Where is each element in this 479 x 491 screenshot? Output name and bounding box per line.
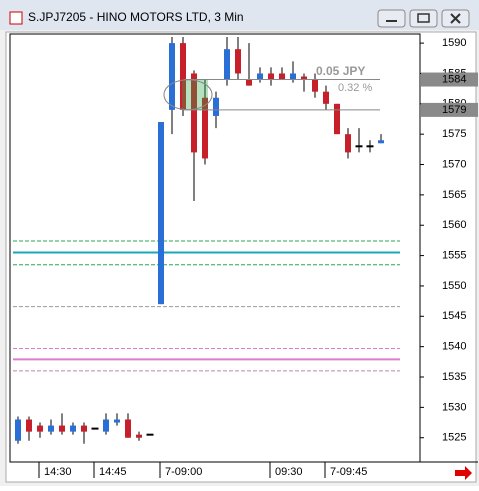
y-tick-label: 1565 (442, 189, 466, 201)
candle-body (290, 73, 296, 80)
price-marker-label: 1584 (442, 73, 466, 85)
y-tick-label: 1525 (442, 432, 466, 444)
measure-label: 0.05 JPY (316, 64, 365, 78)
y-tick-label: 1575 (442, 128, 466, 140)
window-buttons[interactable] (377, 9, 470, 28)
y-tick-label: 1560 (442, 219, 466, 231)
x-tick-label: 14:30 (44, 466, 72, 478)
y-tick-label: 1550 (442, 280, 466, 292)
candle-body (91, 427, 99, 430)
candle-body (323, 91, 329, 104)
candle-body (202, 97, 208, 159)
window-title: S.JPJ7205 - HINO MOTORS LTD, 3 Min (28, 10, 244, 24)
maximize-button[interactable] (409, 9, 438, 28)
y-tick-label: 1535 (442, 371, 466, 383)
candle-body (213, 97, 219, 116)
y-tick-label: 1590 (442, 37, 466, 49)
candle-body (246, 79, 252, 86)
y-tick-label: 1555 (442, 249, 466, 261)
candle-body (70, 425, 76, 432)
y-tick-label: 1540 (442, 341, 466, 353)
plot: 1525 1530 1535 1540 1545 1550 1555 1560 1565 1570… (13, 37, 478, 478)
candle-body (366, 145, 374, 148)
scroll-arrow[interactable] (455, 466, 472, 480)
candle-body (48, 425, 54, 432)
candle-body (26, 419, 32, 432)
candle-body (355, 145, 363, 148)
candle-body (15, 419, 21, 441)
x-tick-label: 14:45 (99, 466, 127, 478)
candle-body (169, 43, 175, 110)
candle-body (334, 103, 340, 135)
measure-label: 0.32 % (338, 82, 372, 94)
candle-body (146, 433, 154, 436)
y-tick-label: 1545 (442, 310, 466, 322)
y-tick-label: 1530 (442, 401, 466, 413)
candle-body (125, 419, 131, 438)
x-tick-label: 09:30 (275, 466, 303, 478)
candle-body (59, 425, 65, 432)
minimize-button[interactable] (377, 9, 406, 28)
price-marker-box (421, 102, 478, 117)
candle-body (81, 425, 87, 432)
candle-body (345, 134, 351, 153)
candle-body (37, 425, 43, 432)
candle-body (235, 49, 241, 74)
measure-handle (163, 79, 213, 111)
x-tick-label: 7-09:00 (165, 466, 202, 478)
candle-body (158, 122, 164, 305)
candle-body (268, 73, 274, 80)
candle-body (279, 73, 285, 80)
candle-body (180, 43, 186, 110)
measure-box (182, 79, 208, 110)
y-tick-label: 1570 (442, 158, 466, 170)
candle-body (136, 434, 142, 438)
candle-body (191, 73, 197, 153)
candle-body (103, 419, 109, 432)
price-marker-box (421, 72, 478, 87)
candle-body (114, 419, 120, 423)
price-marker-label: 1579 (442, 104, 466, 116)
candle-body (224, 49, 230, 80)
candle-body (257, 73, 263, 80)
candle-body (312, 79, 318, 92)
candle-body (378, 140, 384, 144)
app-icon (9, 11, 23, 25)
x-tick-label: 7-09:45 (330, 466, 367, 478)
candle-body (301, 76, 307, 80)
